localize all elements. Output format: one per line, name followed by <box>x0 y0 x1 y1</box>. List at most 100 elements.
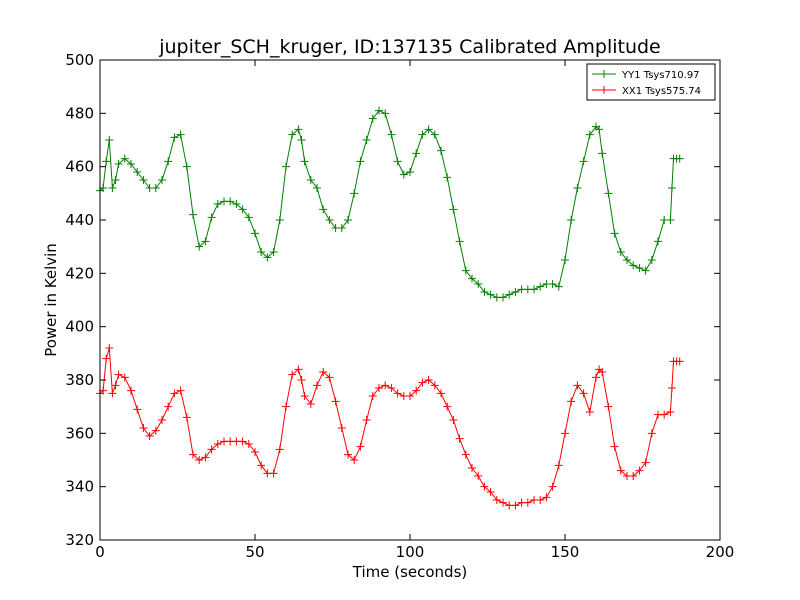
data-point <box>201 453 210 462</box>
data-point <box>455 237 464 246</box>
x-tick-label: 50 <box>245 543 264 561</box>
series-xx1 <box>96 344 684 510</box>
data-point <box>294 125 303 134</box>
series-line-xx1 <box>99 347 680 506</box>
legend-marker-xx1 <box>600 86 608 94</box>
data-point <box>474 280 483 288</box>
data-point <box>313 184 321 192</box>
data-point <box>195 242 204 251</box>
data-point <box>430 381 439 390</box>
data-point <box>437 146 445 155</box>
data-point <box>306 176 315 184</box>
data-point <box>406 168 414 176</box>
data-point <box>288 370 297 379</box>
data-point <box>164 157 173 166</box>
data-point <box>381 109 390 118</box>
y-tick-label: 320 <box>65 531 94 549</box>
data-point <box>189 450 197 459</box>
series-yy1 <box>96 106 684 302</box>
data-point <box>592 373 600 382</box>
data-point <box>133 168 142 176</box>
ticks-layer: 0 50 100 150 200 320 340 360 380 400 420 440 460 480 5… <box>65 51 734 561</box>
data-point <box>604 189 613 198</box>
data-point <box>635 466 644 475</box>
data-point <box>455 434 464 443</box>
data-point <box>182 413 191 422</box>
data-point <box>139 176 148 184</box>
data-point <box>393 157 402 166</box>
data-point <box>362 136 371 144</box>
data-point <box>201 237 210 246</box>
data-point <box>170 389 179 398</box>
x-tick-label: 0 <box>95 543 105 561</box>
data-point <box>492 496 501 504</box>
data-point <box>561 256 569 264</box>
data-point <box>164 402 173 411</box>
data-point <box>499 293 507 302</box>
data-point <box>313 381 321 390</box>
data-point <box>443 173 452 182</box>
y-tick-label: 380 <box>65 371 94 389</box>
y-tick-label: 340 <box>65 478 94 496</box>
data-point <box>654 237 662 246</box>
data-point <box>337 424 346 432</box>
data-point <box>511 288 520 296</box>
data-point <box>120 373 129 382</box>
data-point <box>350 456 359 464</box>
data-point <box>151 184 160 192</box>
data-point <box>319 205 328 214</box>
data-point <box>105 344 114 352</box>
data-point <box>399 170 408 179</box>
data-point <box>170 133 179 142</box>
data-point <box>238 205 247 214</box>
data-point <box>105 136 114 144</box>
chart-title: jupiter_SCH_kruger, ID:137135 Calibrated… <box>158 36 661 58</box>
legend-marker-yy1 <box>600 70 608 78</box>
data-point <box>368 392 377 400</box>
data-point <box>598 149 607 158</box>
data-point <box>573 184 582 192</box>
data-point <box>102 354 111 363</box>
data-point <box>306 400 315 408</box>
data-point <box>297 376 306 384</box>
data-point <box>263 253 272 262</box>
data-point <box>511 501 520 510</box>
data-point <box>189 210 197 219</box>
data-point <box>331 397 340 406</box>
data-point <box>406 392 414 400</box>
data-point <box>356 442 365 451</box>
data-point <box>300 392 309 400</box>
data-point <box>579 389 588 398</box>
data-point <box>375 384 383 392</box>
data-point <box>675 154 684 163</box>
data-point <box>375 106 383 115</box>
data-point <box>368 114 377 123</box>
data-point <box>548 482 557 491</box>
data-point <box>616 248 625 256</box>
data-point <box>226 197 235 206</box>
data-point <box>443 402 452 411</box>
y-tick-label: 400 <box>65 318 94 336</box>
data-point <box>297 136 306 144</box>
data-point <box>108 389 117 398</box>
data-point <box>585 408 594 416</box>
x-tick-label: 150 <box>551 543 580 561</box>
data-point <box>362 416 371 424</box>
data-point <box>108 184 117 192</box>
data-point <box>251 448 259 456</box>
data-point <box>430 130 439 139</box>
data-point <box>275 216 284 224</box>
data-point <box>641 458 650 467</box>
data-point <box>610 229 619 238</box>
data-point <box>251 229 259 238</box>
data-point <box>595 125 604 134</box>
legend-label-yy1: YY1 Tsys710.97 <box>621 70 700 81</box>
data-point <box>623 256 631 264</box>
data-point <box>412 386 421 395</box>
y-tick-label: 420 <box>65 264 94 282</box>
data-point <box>238 437 247 446</box>
data-point <box>300 157 309 166</box>
data-point <box>480 482 489 491</box>
data-point <box>111 381 120 390</box>
data-point <box>207 445 216 454</box>
